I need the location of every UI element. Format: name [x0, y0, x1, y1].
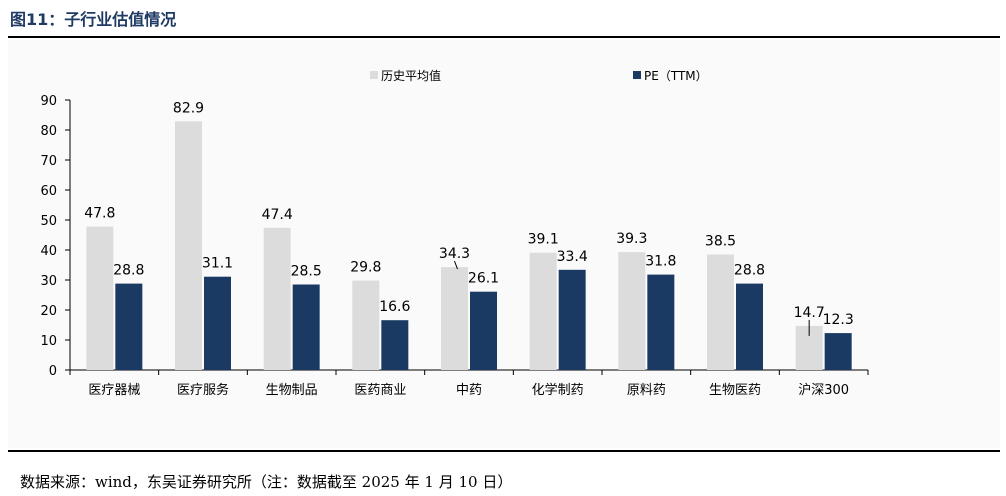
y-tick-label: 50 [40, 214, 57, 229]
bar-pe-ttm [292, 284, 320, 370]
y-tick-label: 30 [40, 274, 57, 289]
y-tick-label: 20 [40, 304, 57, 319]
value-label-pe-ttm: 28.8 [734, 263, 765, 279]
source-note: 数据来源：wind，东吴证券研究所（注：数据截至 2025 年 1 月 10 日… [20, 473, 513, 491]
value-label-historical-average: 29.8 [350, 260, 381, 276]
x-category-label: 生物医药 [709, 383, 761, 398]
bar-pe-ttm [470, 291, 497, 370]
label-leader-line [454, 260, 458, 270]
value-label-pe-ttm: 33.4 [557, 249, 588, 265]
plot-background [8, 40, 1000, 448]
x-category-label: 医疗器械 [88, 383, 140, 398]
y-tick-label: 0 [49, 364, 57, 379]
bar-chart: 0 10 20 30 40 50 60 70 80 90 医疗器械 医疗服务 生物制品 医药商业 中药 化学制… [40, 68, 869, 398]
bar-pe-ttm [381, 320, 409, 370]
value-label-historical-average: 39.3 [616, 231, 647, 247]
bar-historical-average [618, 252, 646, 370]
value-label-pe-ttm: 12.3 [823, 312, 854, 328]
y-tick-label: 40 [40, 244, 57, 259]
x-category-label: 沪深300 [798, 382, 849, 398]
legend: 历史平均值 PE（TTM） [370, 68, 708, 83]
value-label-pe-ttm: 28.5 [291, 264, 322, 280]
bar-pe-ttm [115, 283, 143, 370]
value-label-historical-average: 47.4 [262, 207, 293, 223]
bottom-rule [8, 450, 1000, 452]
y-tick-label: 60 [40, 184, 57, 199]
value-label-pe-ttm: 31.1 [202, 256, 233, 272]
bar-pe-ttm [736, 283, 763, 370]
legend-swatch-historical-average [370, 71, 378, 79]
legend-label-historical-average: 历史平均值 [381, 68, 441, 83]
bar-historical-average [86, 226, 114, 370]
value-label-historical-average: 38.5 [705, 234, 736, 250]
bar-historical-average [529, 252, 557, 370]
value-label-historical-average: 39.1 [528, 232, 559, 248]
x-category-label: 医药商业 [354, 383, 406, 398]
bar-pe-ttm [647, 274, 675, 370]
value-label-pe-ttm: 31.8 [645, 254, 676, 270]
legend-swatch-pe-ttm [633, 71, 641, 79]
x-category-label: 中药 [456, 383, 482, 398]
x-category-label: 生物制品 [266, 383, 318, 398]
bar-historical-average [175, 121, 202, 370]
bar-historical-average [263, 227, 291, 370]
value-label-historical-average: 14.7 [794, 305, 825, 321]
y-tick-label: 90 [40, 94, 57, 109]
value-label-pe-ttm: 16.6 [379, 299, 410, 315]
figure-title: 图11：子行业估值情况 [10, 10, 177, 29]
y-tick-label: 10 [40, 334, 57, 349]
bar-pe-ttm [204, 276, 231, 370]
legend-label-pe-ttm: PE（TTM） [644, 69, 708, 83]
axis-layer: 0 10 20 30 40 50 60 70 80 90 医疗器械 医疗服务 生物制品 医药商业 中药 化学制… [40, 94, 869, 398]
y-tick-label: 80 [40, 124, 57, 139]
value-label-pe-ttm: 28.8 [113, 263, 144, 279]
value-labels-layer: 47.8 28.8 82.9 31.1 47.4 28.5 29.8 16.6 34.3 26.1… [84, 100, 854, 336]
x-category-label: 化学制药 [532, 382, 584, 398]
x-category-label: 医疗服务 [177, 382, 229, 398]
bar-pe-ttm [824, 333, 852, 370]
bar-historical-average [352, 280, 380, 370]
value-label-historical-average: 82.9 [173, 100, 204, 116]
value-label-historical-average: 47.8 [84, 206, 115, 222]
value-label-pe-ttm: 26.1 [468, 271, 499, 287]
value-label-historical-average: 34.3 [439, 246, 470, 262]
bar-pe-ttm [558, 269, 586, 370]
top-rule [8, 36, 1000, 38]
bar-historical-average [441, 267, 468, 370]
bar-historical-average [707, 254, 734, 370]
bars-layer [86, 121, 852, 370]
y-tick-label: 70 [40, 154, 57, 169]
x-category-label: 原料药 [627, 383, 666, 398]
